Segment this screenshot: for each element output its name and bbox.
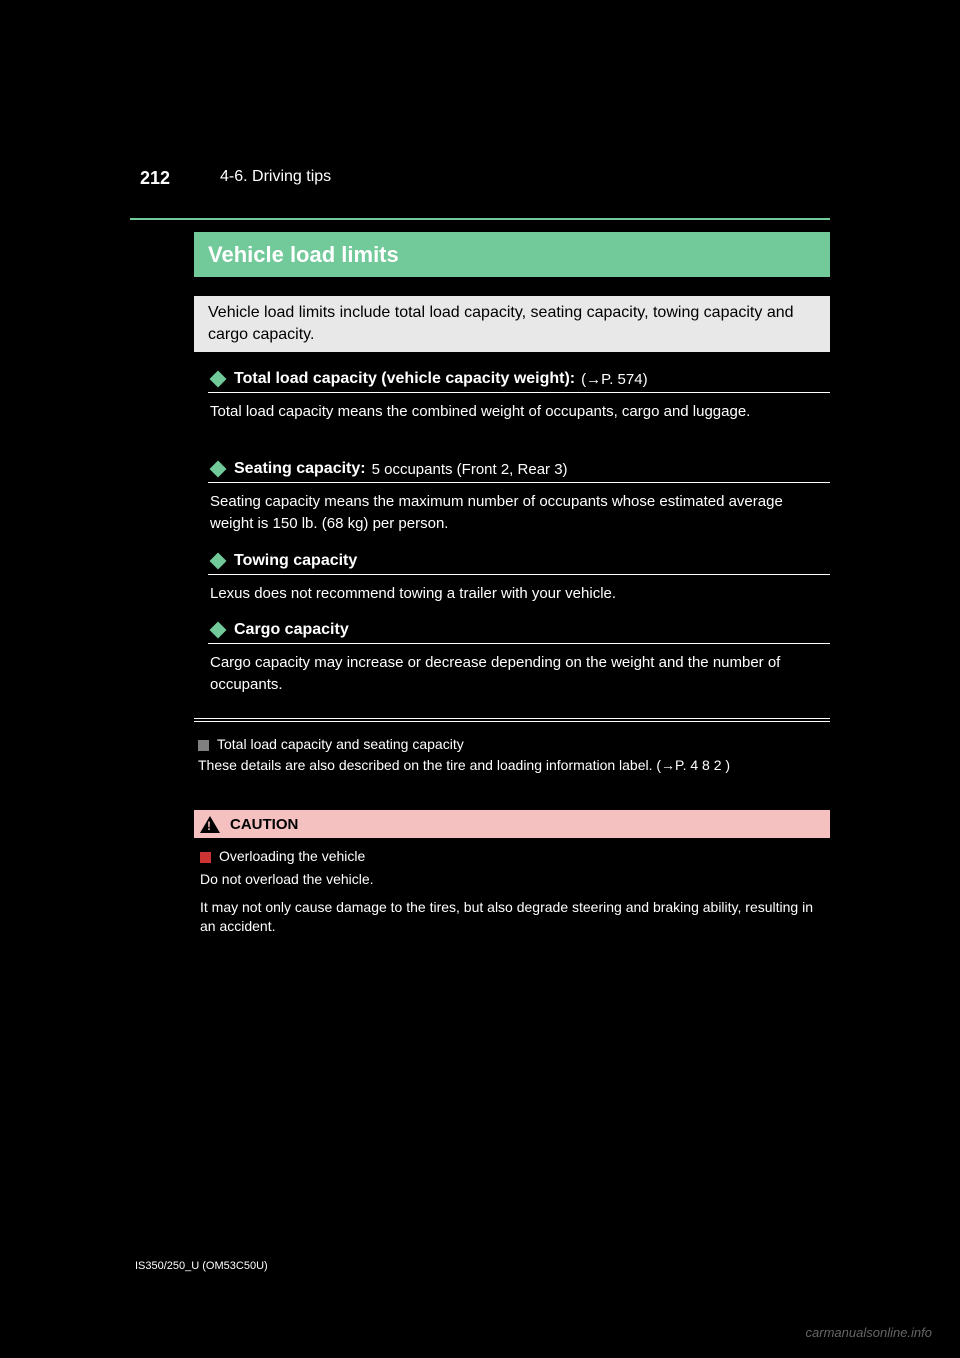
diamond-icon bbox=[210, 371, 227, 388]
diamond-icon bbox=[210, 553, 227, 570]
warning-triangle-icon bbox=[200, 816, 220, 833]
note-body: These details are also described on the … bbox=[198, 756, 826, 776]
caution-bar: CAUTION bbox=[194, 810, 830, 838]
diamond-icon bbox=[210, 622, 227, 639]
subsection-title: Towing capacity bbox=[234, 552, 357, 570]
subsection-divider bbox=[208, 392, 830, 393]
caution-item: Overloading the vehicle bbox=[200, 848, 824, 864]
header-divider bbox=[130, 218, 830, 220]
subsection-seating: Seating capacity: 5 occupants (Front 2, … bbox=[208, 460, 830, 535]
title-bar: Vehicle load limits bbox=[194, 232, 830, 277]
subsection-title: Total load capacity (vehicle capacity we… bbox=[234, 370, 575, 388]
subsection-title: Seating capacity: bbox=[234, 460, 366, 478]
intro-box: Vehicle load limits include total load c… bbox=[194, 296, 830, 352]
caution-label: CAUTION bbox=[230, 816, 298, 833]
subsection-ref: (→P. 574) bbox=[581, 371, 647, 388]
subsection-header: Towing capacity bbox=[208, 552, 830, 570]
subsection-body: Total load capacity means the combined w… bbox=[208, 401, 830, 423]
caution-body: Overloading the vehicle Do not overload … bbox=[200, 848, 824, 937]
note-title: Total load capacity and seating capacity bbox=[217, 736, 464, 752]
caution-item-body: It may not only cause damage to the tire… bbox=[200, 898, 824, 937]
subsection-header: Cargo capacity bbox=[208, 621, 830, 639]
subsection-header: Total load capacity (vehicle capacity we… bbox=[208, 370, 830, 388]
subsection-title: Cargo capacity bbox=[234, 621, 349, 639]
divider-line bbox=[194, 721, 830, 722]
subsection-divider bbox=[208, 643, 830, 644]
subsection-ref: 5 occupants (Front 2, Rear 3) bbox=[372, 461, 568, 478]
square-marker-icon bbox=[198, 740, 209, 751]
subsection-body: Cargo capacity may increase or decrease … bbox=[208, 652, 830, 696]
divider-line bbox=[194, 718, 830, 719]
diamond-icon bbox=[210, 461, 227, 478]
caution-item-title: Overloading the vehicle bbox=[219, 848, 365, 864]
page-title: Vehicle load limits bbox=[208, 242, 399, 268]
subsection-total-load: Total load capacity (vehicle capacity we… bbox=[208, 370, 830, 423]
note-section: Total load capacity and seating capacity… bbox=[198, 736, 826, 776]
red-square-marker-icon bbox=[200, 852, 211, 863]
subsection-cargo: Cargo capacity Cargo capacity may increa… bbox=[208, 621, 830, 696]
subsection-header: Seating capacity: 5 occupants (Front 2, … bbox=[208, 460, 830, 478]
intro-text: Vehicle load limits include total load c… bbox=[208, 302, 816, 347]
caution-item-body: Do not overload the vehicle. bbox=[200, 870, 824, 890]
subsection-divider bbox=[208, 482, 830, 483]
watermark: carmanualsonline.info bbox=[806, 1325, 932, 1340]
subsection-towing: Towing capacity Lexus does not recommend… bbox=[208, 552, 830, 605]
subsection-divider bbox=[208, 574, 830, 575]
note-header: Total load capacity and seating capacity bbox=[198, 736, 826, 752]
subsection-body: Lexus does not recommend towing a traile… bbox=[208, 583, 830, 605]
page-number: 212 bbox=[140, 168, 170, 189]
section-header: 4-6. Driving tips bbox=[220, 168, 331, 186]
subsection-body: Seating capacity means the maximum numbe… bbox=[208, 491, 830, 535]
footer-code: IS350/250_U (OM53C50U) bbox=[135, 1260, 268, 1272]
